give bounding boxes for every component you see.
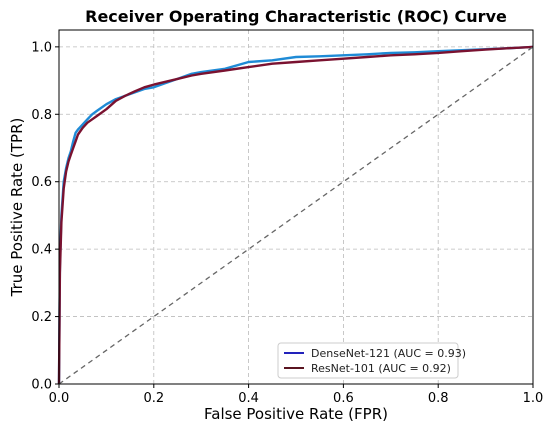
chart-title: Receiver Operating Characteristic (ROC) … (85, 7, 507, 26)
roc-line-resnet-101 (57, 45, 534, 385)
y-tick-label: 0.0 (31, 378, 52, 393)
legend-box (277, 342, 459, 379)
y-tick-label: 0.8 (31, 108, 52, 123)
legend-label-resnet: ResNet-101 (AUC = 0.92) (311, 362, 451, 375)
roc-line-densenet-121 (57, 45, 534, 385)
y-tick-label: 0.2 (31, 310, 52, 325)
legend: DenseNet-121 (AUC = 0.93) ResNet-101 (AU… (277, 342, 466, 379)
plot-frame (58, 29, 534, 385)
x-tick-label: 0.0 (49, 391, 70, 406)
y-tick-label: 1.0 (31, 40, 52, 55)
x-tick-label: 0.2 (143, 391, 164, 406)
tick-layer: 0.0 0.2 0.4 0.6 0.8 1.0 0.0 0.2 0.4 0.6 0.8 1.0 (31, 40, 543, 406)
x-axis-label: False Positive Rate (FPR) (204, 405, 388, 423)
plot-background (59, 30, 533, 384)
legend-label-densenet: DenseNet-121 (AUC = 0.93) (311, 347, 466, 360)
y-axis-label: True Positive Rate (TPR) (8, 118, 26, 298)
x-tick-label: 0.8 (428, 391, 449, 406)
x-tick-label: 0.4 (238, 391, 259, 406)
y-tick-label: 0.6 (31, 175, 52, 190)
chance-diagonal-line (58, 46, 534, 385)
series-layer (57, 45, 534, 385)
x-tick-label: 1.0 (523, 391, 544, 406)
y-tick-label: 0.4 (31, 243, 52, 258)
x-tick-label: 0.6 (333, 391, 354, 406)
